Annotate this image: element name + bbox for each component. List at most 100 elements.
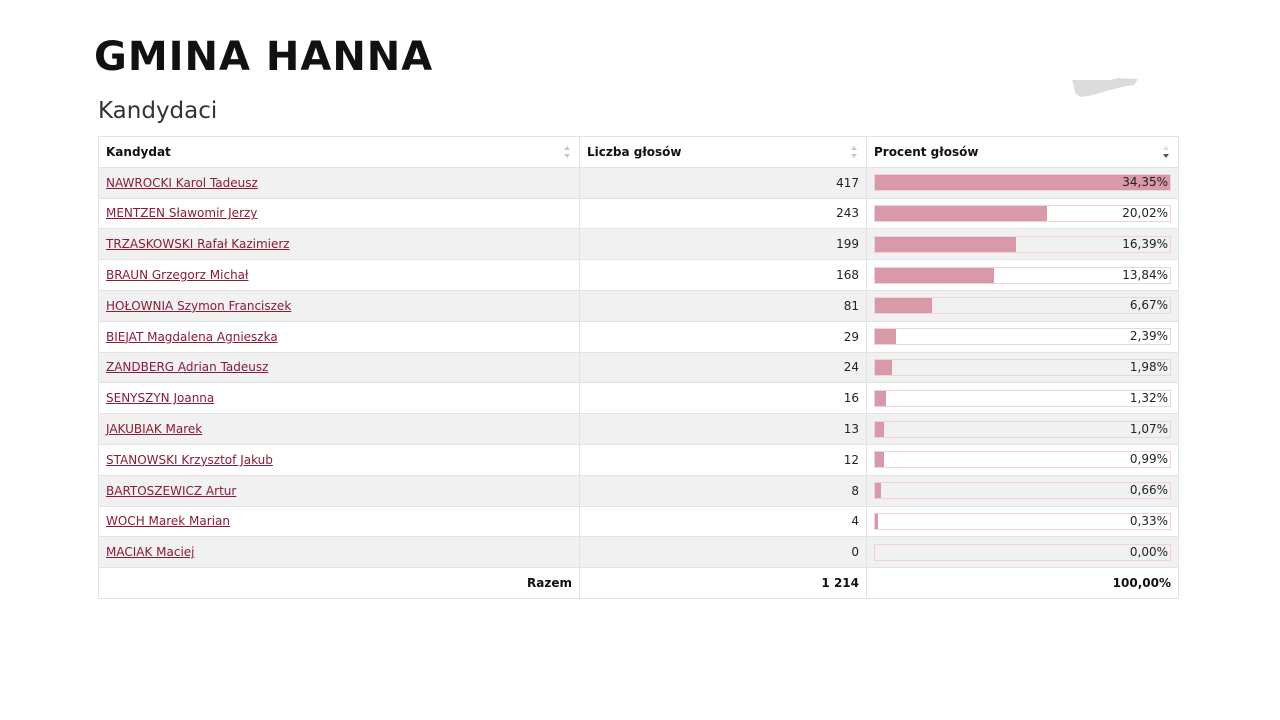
total-percent: 100,00% — [866, 567, 1179, 599]
commune-map-thumbnail[interactable] — [1070, 77, 1140, 99]
percent-bar: 34,35% — [874, 174, 1171, 192]
percent-bar: 1,07% — [874, 420, 1171, 438]
candidate-link[interactable]: TRZASKOWSKI Rafał Kazimierz — [106, 237, 290, 252]
percent-cell: 0,99% — [866, 443, 1179, 476]
percent-bar: 2,39% — [874, 328, 1171, 346]
percent-cell: 13,84% — [866, 259, 1179, 291]
candidate-link[interactable]: BRAUN Grzegorz Michał — [106, 268, 249, 283]
percent-label: 1,98% — [1129, 359, 1168, 374]
votes-cell: 8 — [579, 474, 867, 507]
table-row: BRAUN Grzegorz Michał 168 13,84% — [98, 259, 1179, 291]
percent-label: 0,99% — [1129, 452, 1168, 467]
candidate-link[interactable]: WOCH Marek Marian — [106, 514, 230, 529]
total-votes: 1 214 — [579, 567, 867, 599]
percent-bar-fill — [875, 390, 887, 406]
percent-label: 0,33% — [1129, 513, 1168, 528]
candidate-cell: NAWROCKI Karol Tadeusz — [98, 166, 580, 199]
percent-bar: 16,39% — [874, 235, 1171, 253]
candidate-cell: BARTOSZEWICZ Artur — [98, 474, 580, 507]
percent-cell: 6,67% — [866, 289, 1179, 322]
table-header-row: Kandydat Liczba głosów Procent głosów — [98, 136, 1179, 168]
percent-cell: 1,07% — [866, 413, 1179, 445]
percent-label: 1,07% — [1129, 421, 1168, 436]
percent-cell: 1,32% — [866, 382, 1179, 415]
table-row: JAKUBIAK Marek 13 1,07% — [98, 413, 1179, 445]
sort-both-icon — [564, 145, 570, 158]
candidate-cell: BIEJAT Magdalena Agnieszka — [98, 320, 580, 353]
candidate-cell: ZANDBERG Adrian Tadeusz — [98, 351, 580, 384]
percent-bar: 13,84% — [874, 266, 1171, 284]
candidate-link[interactable]: JAKUBIAK Marek — [106, 422, 203, 437]
votes-cell: 29 — [579, 320, 867, 353]
sort-descending-icon — [1163, 145, 1169, 158]
percent-cell: 20,02% — [866, 197, 1179, 230]
votes-cell: 12 — [579, 443, 867, 476]
percent-cell: 1,98% — [866, 351, 1179, 384]
candidate-link[interactable]: MENTZEN Sławomir Jerzy — [106, 206, 258, 221]
percent-cell: 34,35% — [866, 166, 1179, 199]
percent-bar-fill — [875, 513, 878, 529]
candidate-link[interactable]: SENYSZYN Joanna — [106, 391, 215, 406]
sort-both-icon — [851, 145, 857, 158]
percent-label: 1,32% — [1129, 390, 1168, 405]
percent-bar: 0,66% — [874, 482, 1171, 500]
section-title: Kandydaci — [98, 98, 218, 124]
table-row: WOCH Marek Marian 4 0,33% — [98, 505, 1179, 538]
percent-bar-fill — [875, 205, 1047, 221]
candidate-cell: JAKUBIAK Marek — [98, 413, 580, 445]
percent-cell: 0,33% — [866, 505, 1179, 538]
votes-cell: 81 — [579, 289, 867, 322]
percent-label: 2,39% — [1129, 329, 1168, 344]
table-row: BARTOSZEWICZ Artur 8 0,66% — [98, 474, 1179, 507]
percent-label: 13,84% — [1122, 267, 1168, 282]
candidate-link[interactable]: NAWROCKI Karol Tadeusz — [106, 175, 258, 190]
percent-label: 20,02% — [1122, 205, 1168, 220]
votes-cell: 417 — [579, 166, 867, 199]
table-row: ZANDBERG Adrian Tadeusz 24 1,98% — [98, 351, 1179, 384]
percent-cell: 0,66% — [866, 474, 1179, 507]
candidate-cell: SENYSZYN Joanna — [98, 382, 580, 415]
votes-cell: 199 — [579, 228, 867, 261]
candidate-link[interactable]: ZANDBERG Adrian Tadeusz — [106, 360, 269, 375]
table-row: MENTZEN Sławomir Jerzy 243 20,02% — [98, 197, 1179, 230]
candidate-link[interactable]: BIEJAT Magdalena Agnieszka — [106, 329, 278, 344]
percent-label: 0,00% — [1129, 544, 1168, 559]
percent-label: 34,35% — [1122, 175, 1168, 190]
candidate-link[interactable]: MACIAK Maciej — [106, 545, 195, 560]
column-header-label: Liczba głosów — [587, 144, 682, 159]
percent-cell: 0,00% — [866, 536, 1179, 569]
candidate-link[interactable]: STANOWSKI Krzysztof Jakub — [106, 452, 273, 467]
table-row: HOŁOWNIA Szymon Franciszek 81 6,67% — [98, 289, 1179, 322]
column-header-votes[interactable]: Liczba głosów — [579, 136, 867, 168]
column-header-candidate[interactable]: Kandydat — [98, 136, 580, 168]
votes-cell: 0 — [579, 536, 867, 569]
table-row: NAWROCKI Karol Tadeusz 417 34,35% — [98, 166, 1179, 199]
votes-cell: 4 — [579, 505, 867, 538]
percent-bar: 0,00% — [874, 543, 1171, 561]
candidate-cell: TRZASKOWSKI Rafał Kazimierz — [98, 228, 580, 261]
percent-bar: 0,33% — [874, 512, 1171, 530]
table-row: STANOWSKI Krzysztof Jakub 12 0,99% — [98, 443, 1179, 476]
column-header-percent[interactable]: Procent głosów — [866, 136, 1179, 168]
candidate-cell: MACIAK Maciej — [98, 536, 580, 569]
table-row: BIEJAT Magdalena Agnieszka 29 2,39% — [98, 320, 1179, 353]
total-label: Razem — [98, 567, 580, 599]
candidate-cell: STANOWSKI Krzysztof Jakub — [98, 443, 580, 476]
table-row: MACIAK Maciej 0 0,00% — [98, 536, 1179, 569]
table-row: SENYSZYN Joanna 16 1,32% — [98, 382, 1179, 415]
candidate-link[interactable]: HOŁOWNIA Szymon Franciszek — [106, 298, 292, 313]
percent-bar-fill — [875, 452, 884, 468]
percent-bar: 0,99% — [874, 451, 1171, 469]
candidates-table: Kandydat Liczba głosów Procent głosów NA… — [98, 136, 1179, 599]
votes-cell: 16 — [579, 382, 867, 415]
percent-label: 6,67% — [1129, 298, 1168, 313]
percent-bar: 20,02% — [874, 204, 1171, 222]
candidate-cell: MENTZEN Sławomir Jerzy — [98, 197, 580, 230]
percent-label: 0,66% — [1129, 483, 1168, 498]
candidate-link[interactable]: BARTOSZEWICZ Artur — [106, 483, 237, 498]
percent-bar: 6,67% — [874, 297, 1171, 315]
column-header-label: Kandydat — [106, 144, 171, 159]
percent-bar-fill — [875, 298, 933, 314]
candidate-cell: BRAUN Grzegorz Michał — [98, 259, 580, 291]
percent-bar-fill — [875, 236, 1016, 252]
